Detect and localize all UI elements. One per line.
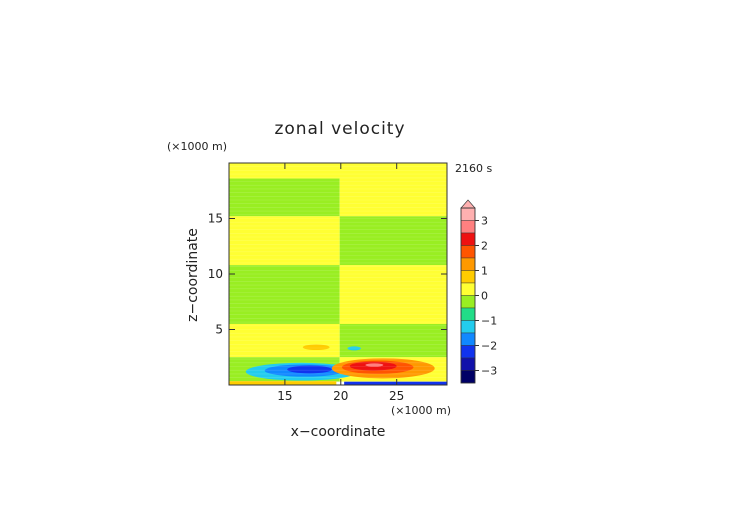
- feature-right-upper-negative-blob: [347, 346, 361, 351]
- colorbar-tick-label: 1: [481, 265, 488, 278]
- region-band-3-left: [229, 216, 340, 266]
- x-tick-label: 20: [333, 389, 348, 403]
- x-axis-label: x−coordinate: [291, 424, 386, 440]
- x-tick-label: 25: [389, 389, 404, 403]
- colorbar-level: [460, 295, 476, 309]
- region-band-2-left: [229, 178, 340, 217]
- colorbar-tick-label: −3: [481, 365, 497, 378]
- plot-axes: 15 20 25 5 10 15: [208, 162, 448, 403]
- colorbar-level: [460, 345, 476, 359]
- chart-title: zonal velocity: [274, 119, 405, 139]
- colorbar-level: [460, 282, 476, 296]
- region-band-1: [229, 163, 447, 179]
- x-axis-unit: (×1000 m): [391, 404, 451, 417]
- colorbar-level: [460, 307, 476, 321]
- colorbar-extend-arrow: [460, 199, 476, 209]
- feature-left-upper-positive-blob: [302, 344, 330, 351]
- colorbar-level: [460, 370, 476, 384]
- colorbar: 3 2 1 0 −1 −2 −3: [460, 199, 497, 384]
- colorbar-level: [460, 232, 476, 246]
- y-axis-label: z−coordinate: [185, 228, 201, 322]
- region-band-3-right: [339, 216, 447, 266]
- colorbar-tick-label: 3: [481, 215, 488, 228]
- colorbar-level: [460, 320, 476, 334]
- y-tick-label: 15: [208, 212, 223, 226]
- colorbar-level: [460, 245, 476, 259]
- feature-left-jet-core: [287, 365, 332, 374]
- colorbar-level: [460, 332, 476, 346]
- time-label: 2160 s: [455, 162, 492, 175]
- feature-right-surface-strip: [344, 381, 447, 385]
- colorbar-level: [460, 357, 476, 371]
- feature-left-surface-strip: [229, 381, 337, 385]
- heatmap-plot: [229, 163, 447, 385]
- region-band-4-left: [229, 265, 340, 324]
- colorbar-level: [460, 270, 476, 284]
- y-tick-label: 5: [215, 323, 223, 337]
- colorbar-tick-label: −2: [481, 340, 497, 353]
- region-band-5-left: [229, 323, 340, 358]
- colorbar-tick-label: 0: [481, 290, 488, 303]
- colorbar-tick-label: −1: [481, 315, 497, 328]
- colorbar-level: [460, 257, 476, 271]
- colorbar-level: [460, 220, 476, 234]
- x-tick-label: 15: [277, 389, 292, 403]
- colorbar-tick-label: 2: [481, 240, 488, 253]
- region-band-2-right: [339, 178, 447, 217]
- colorbar-level: [460, 207, 476, 221]
- y-axis-unit: (×1000 m): [167, 140, 227, 153]
- region-band-5-right: [339, 323, 447, 358]
- feature-right-jet-peak: [365, 363, 384, 367]
- region-band-4-right: [339, 265, 447, 324]
- y-tick-label: 10: [208, 267, 223, 281]
